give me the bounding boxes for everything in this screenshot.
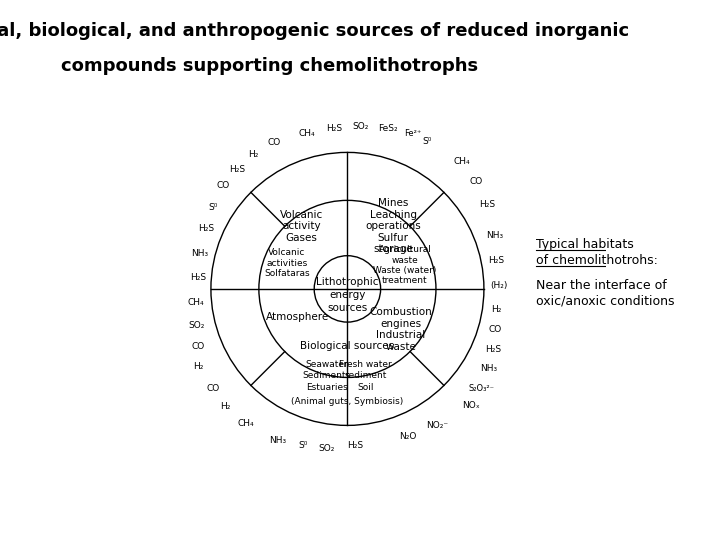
Text: Mines
Leaching
operations
Sulfur
storage: Mines Leaching operations Sulfur storage	[365, 198, 421, 254]
Text: NH₃: NH₃	[480, 364, 498, 373]
Text: S⁰: S⁰	[299, 441, 308, 450]
Text: of chemolithotrohs:: of chemolithotrohs:	[536, 254, 657, 267]
Text: CO: CO	[267, 138, 280, 147]
Text: H₂S: H₂S	[480, 200, 495, 208]
Text: oxic/anoxic conditions: oxic/anoxic conditions	[536, 295, 674, 308]
Text: Biological sources: Biological sources	[300, 341, 395, 352]
Text: CO: CO	[217, 181, 230, 190]
Text: H₂S: H₂S	[229, 165, 245, 174]
Text: Lithotrophic: Lithotrophic	[316, 276, 379, 287]
Text: H₂S: H₂S	[488, 256, 505, 265]
Text: N₂O: N₂O	[399, 432, 417, 441]
Text: CH₄: CH₄	[299, 130, 315, 138]
Text: FeS₂: FeS₂	[378, 124, 398, 132]
Text: NH₃: NH₃	[269, 436, 286, 444]
Text: Sediments: Sediments	[302, 372, 351, 381]
Text: Agricultural
waste
Waste (water)
treatment: Agricultural waste Waste (water) treatme…	[373, 245, 436, 285]
Text: Fresh water: Fresh water	[340, 360, 392, 369]
Text: CH₄: CH₄	[454, 158, 470, 166]
Text: CO: CO	[488, 325, 502, 334]
Text: NO₂⁻: NO₂⁻	[426, 421, 449, 430]
Text: NOₓ: NOₓ	[462, 401, 480, 410]
Text: NH₃: NH₃	[192, 249, 208, 258]
Text: Combustion
engines
Industrial
waste: Combustion engines Industrial waste	[369, 307, 432, 352]
Text: NH₃: NH₃	[487, 231, 503, 240]
Text: H₂: H₂	[248, 150, 258, 159]
Text: Seawater: Seawater	[305, 360, 348, 369]
Text: CO: CO	[192, 342, 205, 351]
Text: H₂S: H₂S	[485, 345, 502, 354]
Text: H₂S: H₂S	[190, 273, 207, 282]
Text: H₂S: H₂S	[347, 441, 363, 450]
Text: Near the interface of: Near the interface of	[536, 279, 666, 292]
Text: Fe²⁺: Fe²⁺	[404, 130, 421, 138]
Text: H₂S: H₂S	[326, 124, 342, 132]
Text: sediment: sediment	[345, 372, 387, 381]
Text: Typical habitats: Typical habitats	[536, 238, 634, 251]
Text: S₂O₃²⁻: S₂O₃²⁻	[469, 384, 495, 393]
Text: Atmosphere: Atmosphere	[266, 312, 329, 322]
Text: SO₂: SO₂	[188, 321, 204, 330]
Text: CH₄: CH₄	[238, 418, 254, 428]
Text: Estuaries: Estuaries	[306, 383, 348, 392]
Text: sources: sources	[328, 303, 367, 313]
Text: S⁰: S⁰	[209, 203, 218, 212]
Text: SO₂: SO₂	[318, 444, 335, 453]
Text: H₂S: H₂S	[198, 224, 214, 233]
Text: energy: energy	[329, 290, 366, 300]
Text: H₂: H₂	[220, 402, 231, 411]
Text: Soil: Soil	[358, 383, 374, 392]
Text: SO₂: SO₂	[353, 122, 369, 131]
Text: Volcanic
activities
Solfataras: Volcanic activities Solfataras	[264, 248, 310, 278]
Text: S⁰: S⁰	[423, 137, 432, 146]
Text: (Animal guts, Symbiosis): (Animal guts, Symbiosis)	[292, 396, 403, 406]
Text: CO: CO	[470, 178, 483, 186]
Text: CH₄: CH₄	[188, 298, 204, 307]
Text: Geological, biological, and anthropogenic sources of reduced inorganic: Geological, biological, and anthropogeni…	[0, 22, 629, 39]
Text: compounds supporting chemolithotrophs: compounds supporting chemolithotrophs	[61, 57, 479, 75]
Text: (H₂): (H₂)	[490, 281, 508, 290]
Text: CO: CO	[207, 384, 220, 393]
Text: Volcanic
activity
Gases: Volcanic activity Gases	[280, 210, 323, 243]
Text: H₂: H₂	[491, 305, 502, 314]
Text: H₂: H₂	[193, 362, 204, 371]
